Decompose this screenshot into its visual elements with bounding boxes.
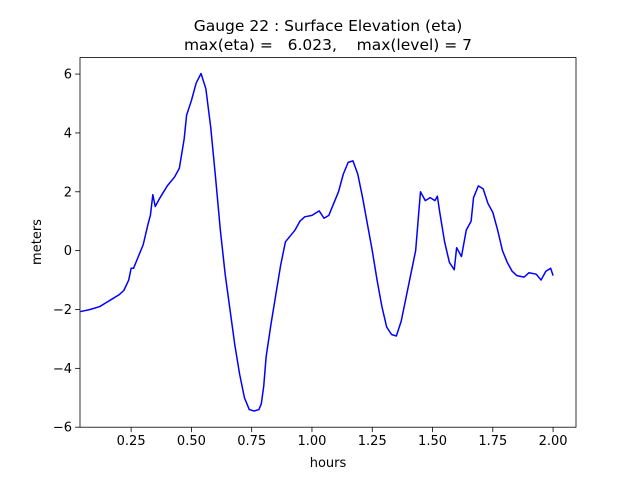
x-tick-label: 1.75 [478,434,507,449]
chart-title: Gauge 22 : Surface Elevation (eta) [194,17,463,35]
y-tick-label: 2 [64,185,72,200]
plot-frame [79,57,577,428]
x-tick-label: 1.00 [297,434,326,449]
y-tick-label: −4 [53,362,72,377]
y-tick-label: 4 [64,126,72,141]
x-tick-label: 0.25 [117,434,146,449]
chart-subtitle: max(eta) = 6.023, max(level) = 7 [184,36,472,54]
x-tick-label: 0.50 [177,434,206,449]
x-tick-label: 1.25 [358,434,387,449]
y-tick-label: −6 [53,421,72,436]
y-tick-label: 6 [64,68,72,83]
y-tick-label: −2 [53,303,72,318]
x-tick-label: 2.00 [539,434,568,449]
x-tick-label: 1.50 [418,434,447,449]
x-axis-label: hours [310,456,347,471]
y-axis-label: meters [30,219,45,265]
y-tick-label: 0 [64,244,72,259]
x-tick-label: 0.75 [237,434,266,449]
line-series [80,72,554,412]
